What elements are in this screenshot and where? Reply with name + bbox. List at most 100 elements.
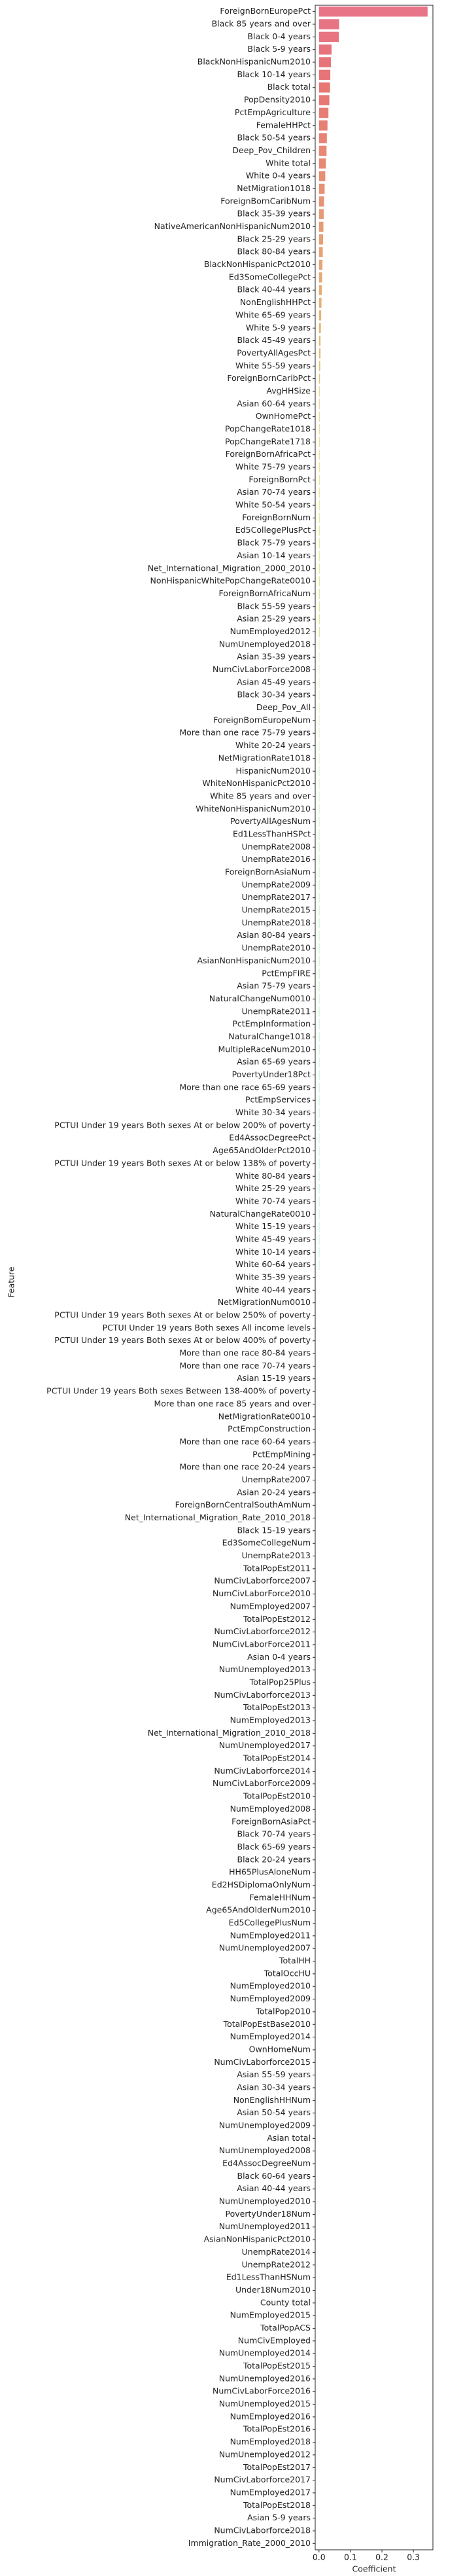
bar: [318, 31, 339, 43]
y-tick-label: NetMigrationNum0010: [218, 1297, 311, 1307]
y-tick-label: Asian 15-19 years: [237, 1373, 311, 1383]
y-tick-label: UnempRate2018: [242, 918, 311, 927]
bar: [318, 323, 321, 333]
y-tick-label: TotalHH: [279, 1956, 311, 1965]
bar: [318, 373, 320, 384]
y-tick-label: NumUnemployed2015: [219, 2399, 311, 2408]
y-tick-label: NonEnglishHHPct: [240, 297, 311, 307]
y-tick-label: White 10-14 years: [235, 1247, 311, 1257]
y-tick-label: PovertyAllAgesNum: [230, 816, 311, 826]
x-tick-label: 0.2: [375, 2552, 388, 2562]
y-tick-label: Black 20-24 years: [237, 1854, 311, 1864]
y-tick-label: UnempRate2017: [242, 892, 311, 902]
y-tick-label: HH65PlusAloneNum: [229, 1867, 311, 1877]
bar: [318, 209, 324, 219]
y-tick-label: NumEmployed2016: [230, 2411, 311, 2421]
bar: [318, 411, 320, 422]
y-tick-label: White 35-39 years: [235, 1272, 311, 1282]
y-tick-label: NaturalChangeNum0010: [209, 993, 311, 1003]
y-tick-label: TotalPop2010: [255, 2006, 311, 2016]
y-tick-label: AsianNonHispanicNum2010: [197, 956, 311, 965]
bar: [318, 120, 328, 131]
bar: [318, 19, 339, 29]
y-tick-label: NonEnglishHHNum: [233, 2095, 311, 2105]
y-tick-label: NumUnemployed2012: [219, 2449, 311, 2459]
y-tick-label: Black 75-79 years: [237, 538, 311, 548]
y-tick-label: Asian 0-4 years: [247, 1652, 311, 1662]
y-tick-label: TotalPopEst2015: [243, 2361, 311, 2370]
y-tick-label: ForeignBornCaribNum: [220, 196, 311, 206]
y-tick-label: TotalPopEst2013: [243, 1702, 311, 1712]
bar: [318, 487, 320, 498]
y-tick-label: Under18Num2010: [235, 2285, 311, 2295]
y-tick-label: Asian 65-69 years: [237, 1057, 311, 1067]
bar: [318, 614, 320, 624]
y-tick-label: TotalPopEst2014: [243, 1753, 311, 1763]
y-tick-label: Deep_Pov_All: [256, 702, 311, 712]
y-tick-label: NumCivLaborforce2013: [214, 1690, 311, 1700]
y-tick-label: ForeignBornEuropeNum: [213, 715, 311, 724]
y-tick-label: PovertyUnder18Pct: [232, 1069, 311, 1079]
bar: [318, 183, 325, 194]
y-tick-label: TotalPopACS: [260, 2323, 311, 2333]
y-tick-label: NativeAmericanNonHispanicNum2010: [154, 221, 311, 231]
y-tick-label: Ed1LessThanHSPct: [233, 829, 311, 838]
y-tick-label: More than one race 70-74 years: [179, 1361, 311, 1370]
y-tick-label: UnempRate2014: [242, 2247, 311, 2257]
y-tick-label: UnempRate2013: [242, 1550, 311, 1560]
bar: [318, 361, 320, 372]
y-tick-label: Net_International_Migration_2010_2018: [148, 1728, 311, 1738]
y-tick-label: OwnHomePct: [256, 411, 311, 421]
x-tick-label: 0.3: [407, 2552, 420, 2562]
y-tick-label: Asian 45-49 years: [237, 677, 311, 687]
y-tick-label: OwnHomeNum: [249, 2044, 311, 2054]
y-tick-label: NumUnemployed2016: [219, 2373, 311, 2383]
y-tick-label: Asian 35-39 years: [237, 652, 311, 662]
y-tick-label: UnempRate2015: [242, 905, 311, 915]
bar: [318, 171, 326, 181]
y-tick-label: White 25-29 years: [235, 1183, 311, 1193]
y-tick-label: Asian total: [267, 2133, 311, 2143]
bar: [318, 588, 320, 599]
y-tick-label: County total: [260, 2297, 311, 2307]
bar: [318, 526, 320, 536]
y-tick-label: WhiteNonHispanicPct2010: [202, 778, 311, 788]
y-tick-label: Black 80-84 years: [237, 247, 311, 257]
bar: [318, 259, 323, 270]
y-tick-label: NumCivLaborForce2010: [213, 1588, 311, 1598]
y-tick-label: Ed4AssocDegreeNum: [222, 2158, 311, 2168]
bar: [318, 234, 324, 245]
y-tick-label: White 30-34 years: [235, 1107, 311, 1117]
y-tick-label: ForeignBornCentralSouthAmNum: [175, 1500, 311, 1510]
bar: [318, 386, 320, 397]
y-tick-label: Immigration_Rate_2000_2010: [188, 2538, 311, 2548]
y-tick-label: White 85 years and over: [210, 791, 311, 800]
bar: [318, 57, 332, 67]
y-tick-label: NumCivLaborforce2018: [214, 2525, 311, 2535]
bar: [318, 107, 329, 118]
y-tick-label: NumCivLaborforce2015: [214, 2057, 311, 2067]
y-tick-label: PCTUI Under 19 years Both sexes At or be…: [54, 1310, 311, 1320]
y-tick-label: TotalPopEst2016: [243, 2424, 311, 2434]
y-tick-label: NumCivLaborforce2007: [214, 1576, 311, 1586]
bar: [318, 247, 323, 257]
y-tick-label: More than one race 65-69 years: [179, 1082, 311, 1092]
y-tick-label: White 50-54 years: [235, 500, 311, 510]
y-tick-label: HispanicNum2010: [235, 766, 311, 776]
y-tick-label: Net_International_Migration_2000_2010: [148, 563, 311, 573]
y-tick-label: AsianNonHispanicPct2010: [204, 2234, 311, 2244]
bar: [318, 626, 320, 637]
y-tick-label: NumUnemployed2007: [219, 1943, 311, 1953]
y-tick-label: FemaleHHPct: [256, 120, 311, 130]
y-tick-label: TotalPopEst2018: [243, 2500, 311, 2510]
y-tick-label: NumEmployed2018: [230, 2437, 311, 2446]
y-tick-label: NaturalChange1018: [228, 1031, 311, 1041]
bar: [318, 500, 320, 510]
y-tick-label: PCTUI Under 19 years Both sexes All inco…: [103, 1323, 311, 1333]
y-tick-label: Black 5-9 years: [247, 44, 311, 54]
y-tick-label: NumUnemployed2009: [219, 2120, 311, 2130]
y-tick-label: NumCivLaborforce2017: [214, 2475, 311, 2484]
y-tick-label: White 60-64 years: [235, 1259, 311, 1269]
y-tick-label: PctEmpFIRE: [262, 968, 311, 978]
y-tick-label: UnempRate2012: [242, 2259, 311, 2269]
